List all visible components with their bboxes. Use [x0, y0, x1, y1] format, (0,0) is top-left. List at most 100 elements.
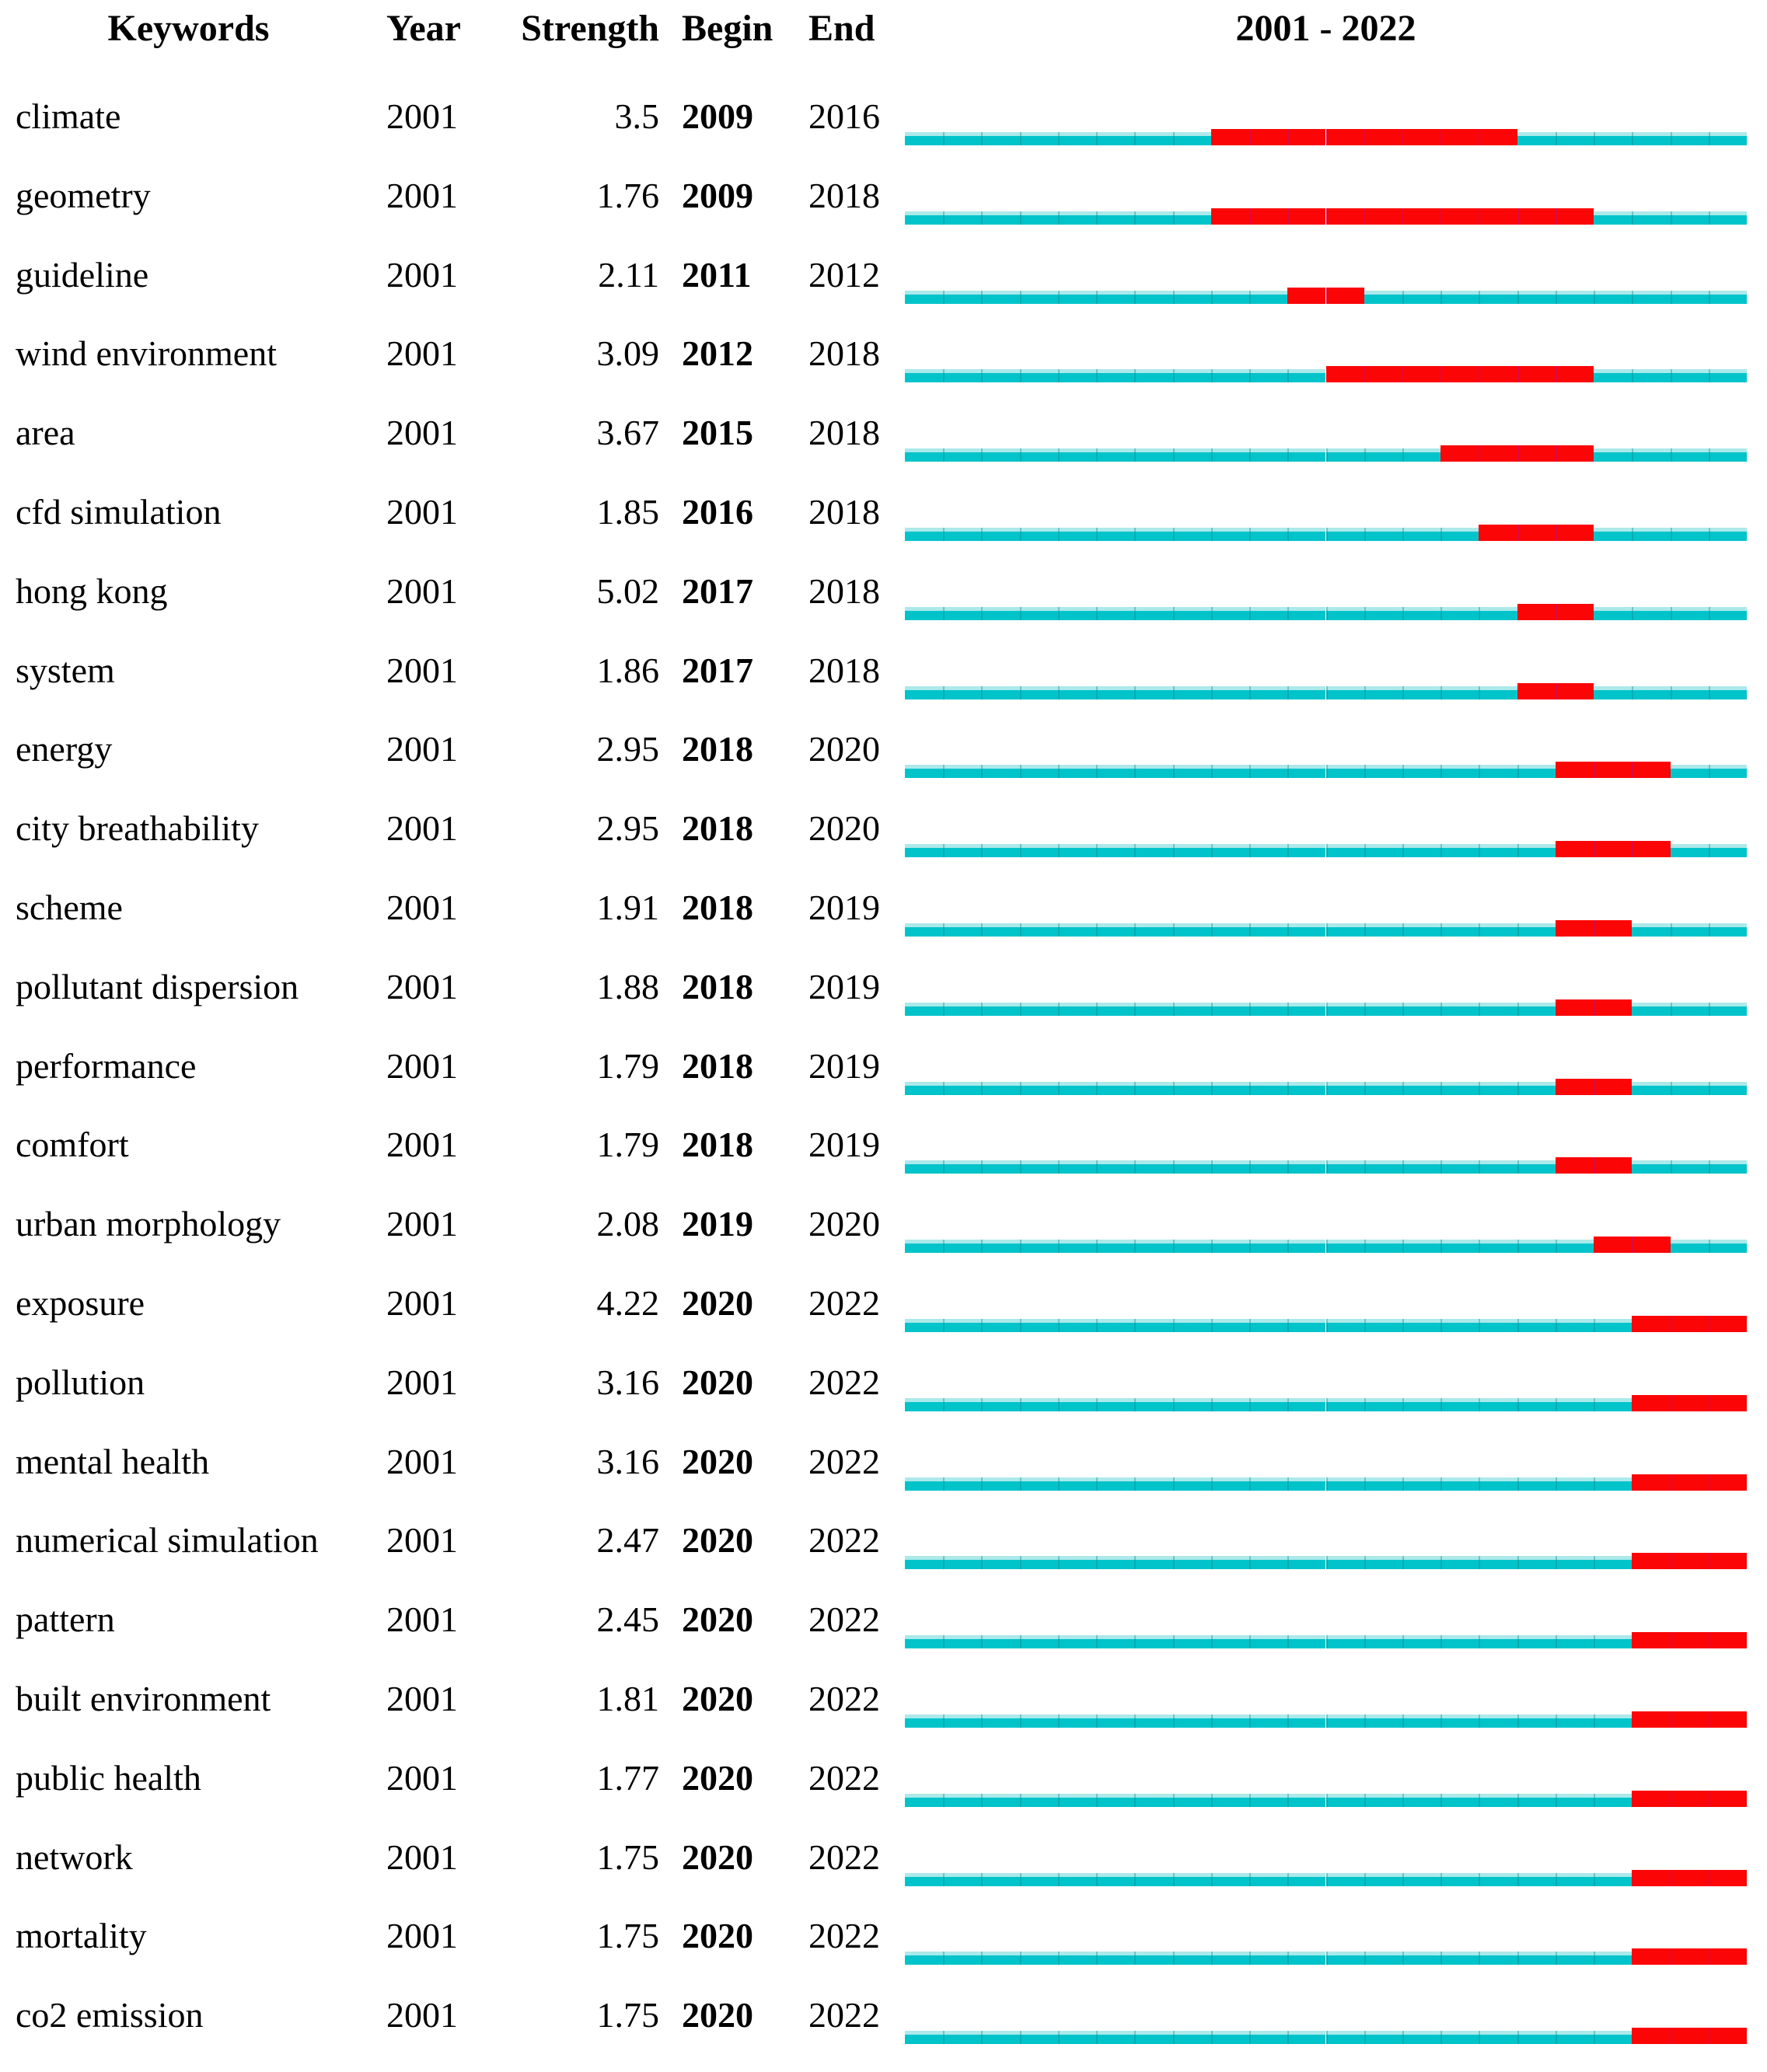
burst-year-segment: [1517, 525, 1556, 541]
track-year-segment: [1479, 1397, 1517, 1411]
end-year-value: 2012: [808, 254, 880, 295]
strength-value: 1.75: [596, 1995, 660, 2035]
track-year-segment: [1134, 369, 1173, 383]
track-year-segment: [981, 1160, 1020, 1174]
track-year-segment: [1287, 1793, 1326, 1807]
track-year-segment: [981, 1002, 1020, 1016]
track-year-segment: [1096, 1002, 1135, 1016]
burst-year-segment: [1287, 287, 1326, 304]
track-year-segment: [1096, 1952, 1135, 1966]
column-header-end: End: [808, 8, 875, 49]
keyword-label: pollution: [16, 1362, 145, 1402]
track-year-segment: [1210, 1714, 1250, 1728]
burst-year-segment: [1402, 366, 1441, 383]
timeline-bar: [905, 920, 1747, 937]
track-year-segment: [1325, 923, 1364, 937]
track-year-segment: [1479, 765, 1517, 779]
track-year-segment: [1057, 1714, 1097, 1728]
track-year-segment: [1134, 211, 1173, 225]
keyword-label: pollutant dispersion: [16, 966, 299, 1006]
track-year-segment: [1134, 1952, 1173, 1966]
track-year-segment: [1019, 1714, 1058, 1728]
track-year-segment: [1479, 1793, 1517, 1807]
track-year-segment: [1440, 1397, 1479, 1411]
track-year-segment: [1057, 448, 1097, 462]
track-year-segment: [1019, 1477, 1058, 1491]
year-value: 2001: [386, 492, 458, 532]
burst-year-segment: [1325, 208, 1364, 225]
track-year-segment: [1670, 1240, 1709, 1254]
track-year-segment: [905, 1397, 944, 1411]
track-year-segment: [1096, 1793, 1135, 1807]
table-row: exposure 2001 4.22 2020 2022: [0, 1272, 1767, 1352]
track-year-segment: [1594, 1319, 1633, 1332]
burst-year-segment: [1210, 129, 1250, 145]
track-year-segment: [905, 448, 944, 462]
track-year-segment: [1096, 1319, 1135, 1332]
track-year-segment: [1057, 1002, 1097, 1016]
burst-year-segment: [1632, 1316, 1671, 1332]
track-year-segment: [1210, 765, 1250, 779]
track-year-segment: [1479, 1872, 1517, 1886]
track-year-segment: [1249, 1477, 1288, 1491]
track-year-segment: [1670, 1002, 1709, 1016]
track-year-segment: [1249, 606, 1288, 620]
track-year-segment: [1364, 1319, 1402, 1332]
timeline-bar: [905, 1474, 1747, 1491]
track-year-segment: [1364, 685, 1402, 699]
track-year-segment: [1057, 1556, 1097, 1570]
track-year-segment: [1594, 1556, 1633, 1570]
track-year-segment: [1517, 765, 1556, 779]
track-year-segment: [1287, 1872, 1326, 1886]
track-year-segment: [943, 1635, 982, 1649]
track-year-segment: [1210, 290, 1250, 304]
burst-year-segment: [1708, 1474, 1747, 1491]
burst-year-segment: [1632, 1474, 1671, 1491]
year-value: 2001: [386, 1837, 458, 1877]
track-year-segment: [1019, 1002, 1058, 1016]
table-row: built environment 2001 1.81 2020 2022: [0, 1668, 1767, 1747]
track-year-segment: [905, 1793, 944, 1807]
burst-year-segment: [1555, 525, 1594, 541]
track-year-segment: [1632, 528, 1671, 541]
track-year-segment: [1632, 448, 1671, 462]
year-value: 2001: [386, 1916, 458, 1956]
burst-year-segment: [1325, 287, 1364, 304]
track-year-segment: [1287, 606, 1326, 620]
track-year-segment: [905, 1002, 944, 1016]
track-year-segment: [1364, 1160, 1402, 1174]
keyword-label: hong kong: [16, 570, 168, 611]
track-year-segment: [1249, 765, 1288, 779]
track-year-segment: [1325, 1240, 1364, 1254]
track-year-segment: [1555, 1397, 1594, 1411]
keyword-label: comfort: [16, 1125, 129, 1165]
track-year-segment: [981, 1319, 1020, 1332]
track-year-segment: [1019, 1556, 1058, 1570]
track-year-segment: [1172, 1635, 1211, 1649]
burst-year-segment: [1364, 129, 1402, 145]
column-header-begin: Begin: [682, 8, 773, 49]
track-year-segment: [1670, 844, 1709, 858]
track-year-segment: [1019, 1240, 1058, 1254]
timeline-bar: [905, 1869, 1747, 1886]
track-year-segment: [1057, 2031, 1097, 2045]
track-year-segment: [1632, 132, 1671, 145]
timeline-bar: [905, 1790, 1747, 1807]
track-year-segment: [1057, 290, 1097, 304]
year-value: 2001: [386, 1283, 458, 1323]
track-year-segment: [1249, 1160, 1288, 1174]
burst-year-segment: [1708, 1553, 1747, 1570]
track-year-segment: [1325, 1397, 1364, 1411]
burst-year-segment: [1402, 208, 1441, 225]
track-year-segment: [1708, 606, 1747, 620]
track-year-segment: [1249, 448, 1288, 462]
track-year-segment: [1287, 1714, 1326, 1728]
begin-year-value: 2018: [682, 729, 753, 769]
track-year-segment: [1210, 1240, 1250, 1254]
begin-year-value: 2018: [682, 1125, 753, 1165]
track-year-segment: [1210, 2031, 1250, 2045]
track-year-segment: [981, 528, 1020, 541]
begin-year-value: 2018: [682, 808, 753, 849]
track-year-segment: [1402, 1397, 1441, 1411]
begin-year-value: 2020: [682, 1520, 753, 1561]
